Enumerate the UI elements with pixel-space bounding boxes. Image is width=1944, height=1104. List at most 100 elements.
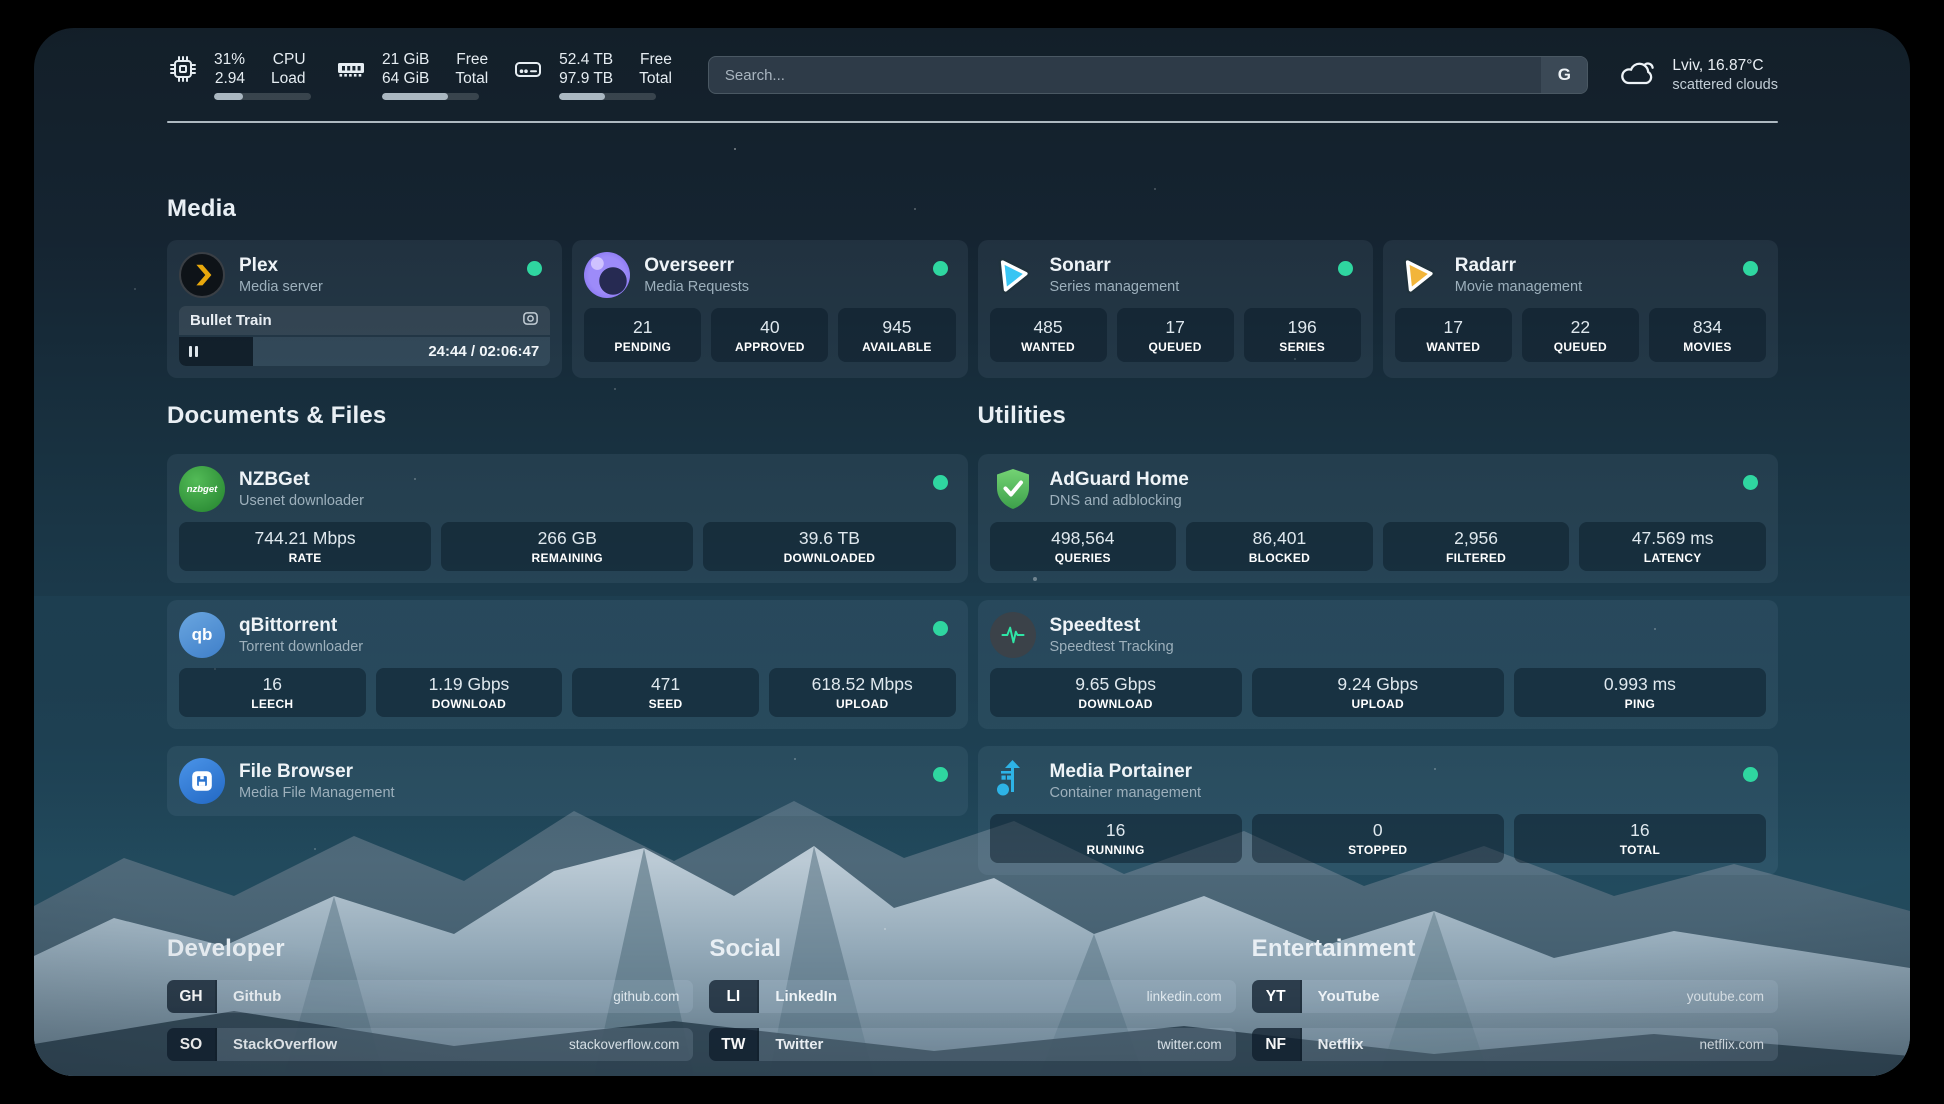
stat-box: 834 MOVIES — [1648, 308, 1766, 362]
filebrowser-icon — [179, 758, 225, 804]
card-title: File Browser — [239, 761, 354, 782]
stat-row: 21 PENDING 40 APPROVED 945 AVAILAB — [584, 308, 956, 362]
bookmark-url: github.com — [613, 989, 680, 1004]
speedtest-icon — [989, 612, 1036, 658]
stat-row: 16 RUNNING 0 STOPPED 16 TOTAL — [989, 814, 1766, 863]
search-input[interactable] — [707, 56, 1589, 94]
dashboard-window: 31% 2.94 CPU Load — [34, 28, 1910, 1076]
bookmark-row[interactable]: TW Twitter twitter.com — [709, 1028, 1236, 1061]
speedtest-card[interactable]: Speedtest Speedtest Tracking 9.65 Gbps D… — [977, 600, 1778, 729]
stat-label: SERIES — [1279, 340, 1326, 354]
stat-value: 16 — [1630, 820, 1650, 840]
bookmarks-developer: Developer GH Github github.com — [167, 935, 694, 1076]
stat-box: 498,564 QUERIES — [989, 522, 1177, 571]
status-dot — [932, 767, 948, 782]
card-subtitle: Media server — [239, 279, 323, 295]
overseerr-card[interactable]: Overseerr Media Requests 21 PENDING — [572, 240, 968, 378]
card-subtitle: DNS and adblocking — [1049, 493, 1182, 509]
stat-box: 2,956 FILTERED — [1382, 522, 1570, 571]
stat-value: 618.52 Mbps — [811, 674, 913, 694]
stat-value: 39.6 TB — [798, 528, 860, 548]
stat-box: 17 WANTED — [1394, 308, 1512, 362]
stat-value: 21 — [633, 317, 653, 337]
adguard-icon — [990, 466, 1036, 512]
stat-box: 21 PENDING — [584, 308, 702, 362]
stat-label: WANTED — [1021, 340, 1075, 354]
qbittorrent-icon: qb — [179, 612, 225, 658]
cpu-load-label: Load — [271, 70, 306, 87]
cpu-load-value: 2.94 — [214, 70, 246, 87]
card-subtitle: Media File Management — [239, 785, 395, 801]
stat-label: BLOCKED — [1248, 551, 1311, 565]
adguard-card[interactable]: AdGuard Home DNS and adblocking 498,564 … — [977, 454, 1778, 583]
stat-row: 744.21 Mbps RATE 266 GB REMAINING 39.6 T… — [179, 522, 956, 571]
status-dot — [932, 475, 948, 490]
memory-stat-widget: 21 GiB 64 GiB Free Total — [335, 50, 488, 100]
radarr-card[interactable]: Radarr Movie management 17 WANTED — [1382, 240, 1778, 378]
stat-box: 16 LEECH — [179, 668, 366, 717]
stat-label: UPLOAD — [835, 697, 889, 711]
radarr-icon — [1395, 252, 1441, 298]
stat-box: 16 TOTAL — [1513, 814, 1766, 863]
portainer-card[interactable]: Media Portainer Container management 16 … — [977, 746, 1778, 875]
bookmark-row[interactable]: SO StackOverflow stackoverflow.com — [167, 1028, 694, 1061]
section-title-entertainment: Entertainment — [1251, 935, 1416, 962]
card-title: Speedtest — [1049, 615, 1141, 636]
stat-label: LATENCY — [1643, 551, 1702, 565]
cpu-label: CPU — [272, 51, 306, 68]
disk-progress-fill — [559, 93, 605, 100]
mountain-background — [34, 596, 1910, 1076]
video-icon — [522, 310, 539, 331]
bookmark-abbr: NF — [1251, 1028, 1302, 1061]
cpu-stat-widget: 31% 2.94 CPU Load — [167, 50, 311, 100]
stat-value: 196 — [1287, 317, 1317, 337]
stat-box: 9.24 Gbps UPLOAD — [1251, 668, 1504, 717]
weather-widget: Lviv, 16.87°C scattered clouds — [1618, 56, 1778, 94]
stat-value: 945 — [882, 317, 912, 337]
plex-icon — [179, 252, 225, 298]
stat-label: AVAILABLE — [862, 340, 932, 354]
stat-value: 471 — [650, 674, 681, 694]
section-title-developer: Developer — [167, 935, 285, 962]
qbittorrent-card[interactable]: qb qBittorrent Torrent downloader 16 LEE… — [167, 600, 968, 729]
status-dot — [1743, 261, 1758, 276]
card-title: Overseerr — [644, 255, 735, 276]
stat-label: RUNNING — [1086, 843, 1145, 857]
stat-value: 47.569 ms — [1631, 528, 1714, 548]
stat-label: DOWNLOADED — [783, 551, 876, 565]
weather-condition: scattered clouds — [1672, 77, 1778, 93]
stat-value: 498,564 — [1051, 528, 1115, 548]
stat-label: MOVIES — [1683, 340, 1732, 354]
stat-label: QUERIES — [1054, 551, 1111, 565]
search-provider-button[interactable]: G — [1541, 57, 1588, 93]
pause-icon — [189, 346, 198, 357]
weather-location-temp: Lviv, 16.87°C — [1672, 57, 1764, 74]
bookmark-row[interactable]: YT YouTube youtube.com — [1251, 980, 1778, 1013]
section-title-media: Media — [167, 195, 237, 222]
stat-value: 0.993 ms — [1603, 674, 1676, 694]
stat-box: 0.993 ms PING — [1513, 668, 1766, 717]
plex-card[interactable]: Plex Media server Bullet Train — [167, 240, 563, 378]
filebrowser-card[interactable]: File Browser Media File Management — [167, 746, 968, 816]
stat-value: 744.21 Mbps — [254, 528, 356, 548]
sonarr-card[interactable]: Sonarr Series management 485 WANTED — [977, 240, 1373, 378]
bookmark-url: stackoverflow.com — [569, 1037, 680, 1052]
card-subtitle: Movie management — [1454, 279, 1583, 295]
stat-value: 1.19 Gbps — [428, 674, 510, 694]
status-dot — [932, 621, 948, 636]
card-title: Radarr — [1454, 255, 1516, 276]
bookmark-row[interactable]: LI LinkedIn linkedin.com — [709, 980, 1236, 1013]
stat-value: 834 — [1692, 317, 1723, 337]
now-playing-bar: Bullet Train — [179, 306, 551, 335]
section-media: Media Plex Media server — [167, 195, 1778, 378]
stat-value: 16 — [262, 674, 283, 694]
stat-box: 40 APPROVED — [711, 308, 829, 362]
disk-free-value: 52.4 TB — [559, 51, 614, 68]
card-title: Media Portainer — [1049, 761, 1193, 782]
bookmark-row[interactable]: NF Netflix netflix.com — [1251, 1028, 1778, 1061]
bookmark-row[interactable]: GH Github github.com — [167, 980, 694, 1013]
stat-box: 485 WANTED — [989, 308, 1107, 362]
sonarr-icon — [990, 252, 1036, 298]
nzbget-card[interactable]: nzbget NZBGet Usenet downloader 744.21 M… — [167, 454, 968, 583]
card-subtitle: Media Requests — [644, 279, 750, 295]
